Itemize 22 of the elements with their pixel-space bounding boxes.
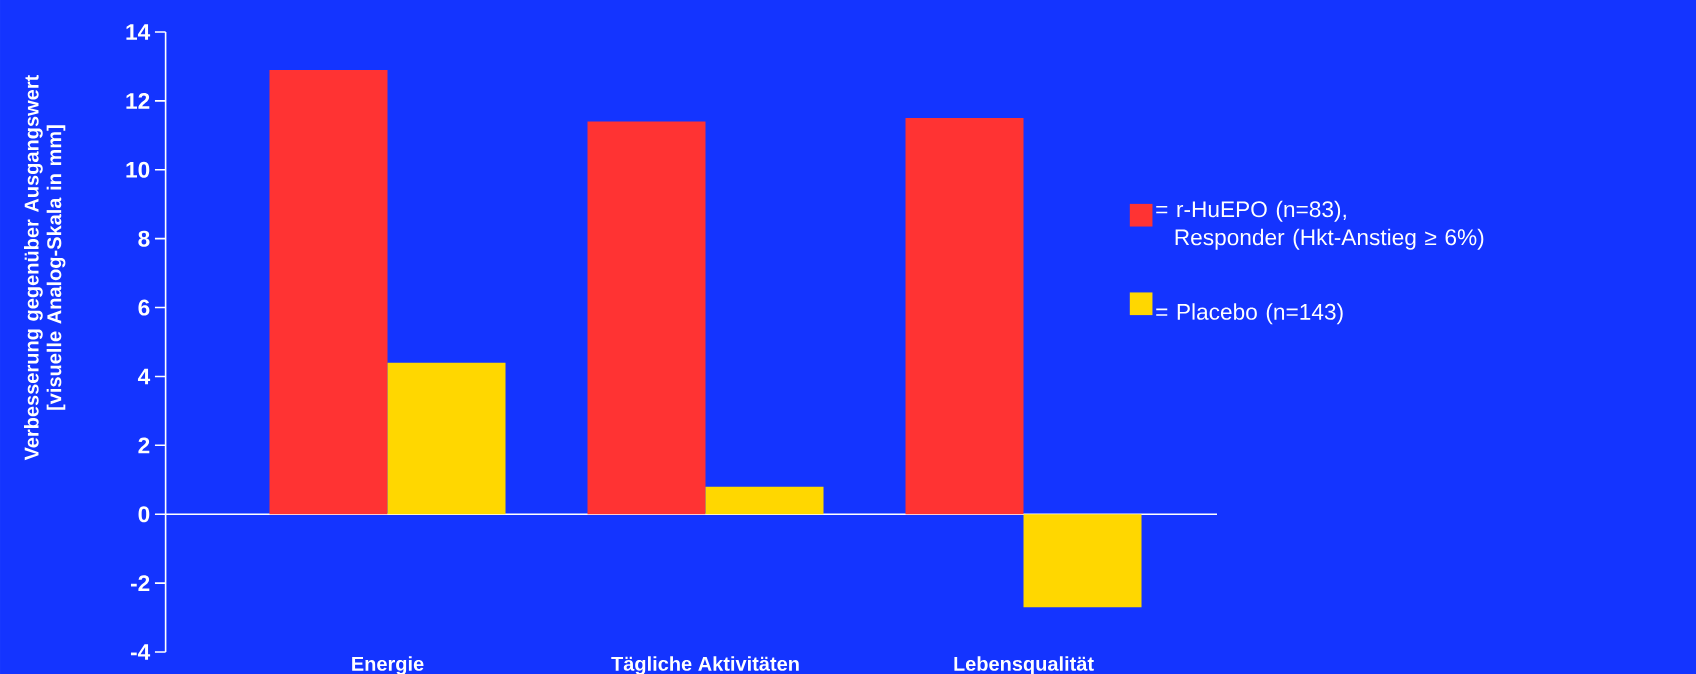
bar [269, 69, 388, 515]
y-tick-label: 14 [126, 24, 151, 40]
y-tick-label: 0 [138, 506, 150, 523]
bar [387, 362, 506, 515]
y-tick-label: 2 [138, 437, 150, 454]
y-tick-label: 12 [126, 92, 150, 109]
y-axis-title: Verbesserung gegenüber Ausgangswert [visuelle Analog-Skala in mm] [24, 75, 66, 461]
y-tick-label: -2 [130, 575, 150, 592]
y-tick-label: 4 [137, 368, 151, 385]
x-tick-label: Lebensqualität [954, 656, 1094, 674]
y-tick-label: 10 [126, 161, 150, 178]
bar [905, 118, 1024, 515]
legend-label: = Placebo (n=143) [1156, 303, 1343, 325]
bar [587, 121, 706, 515]
legend-label: = r-HuEPO (n=83), Responder (Hkt-Anstieg ≥ 6%) [1156, 200, 1484, 250]
y-tick-label: 6 [138, 299, 150, 316]
bar [1023, 514, 1142, 608]
y-tick-label: 8 [138, 230, 150, 247]
y-tick-label: -4 [130, 644, 151, 660]
bar [705, 486, 824, 515]
x-tick-label: Energie [352, 656, 424, 674]
x-tick-label: Tägliche Aktivitäten [611, 656, 799, 674]
